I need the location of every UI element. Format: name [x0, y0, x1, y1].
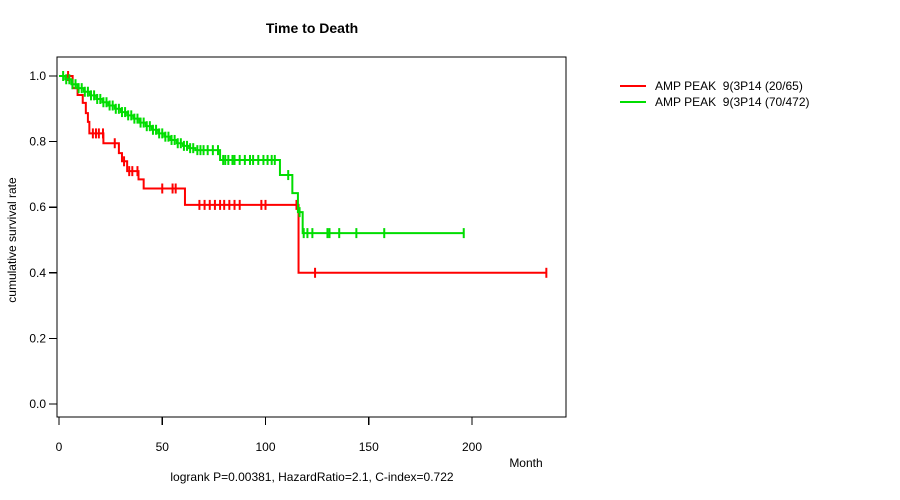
- y-axis-title: cumulative survival rate: [5, 177, 19, 303]
- y-tick-label: 0.2: [29, 331, 46, 345]
- x-tick-label: 50: [156, 440, 170, 454]
- legend-row-0: AMP PEAK 9(3P14 (20/65): [620, 78, 810, 94]
- survival-curve-0: [59, 75, 547, 274]
- x-tick-label: 200: [462, 440, 482, 454]
- legend-label: AMP PEAK 9(3P14 (70/472): [655, 95, 810, 109]
- survival-curve-1: [59, 75, 464, 235]
- legend-label: AMP PEAK 9(3P14 (20/65): [655, 79, 803, 93]
- x-tick-label: 100: [255, 440, 275, 454]
- y-tick-label: 0.0: [29, 397, 46, 411]
- legend-line-swatch: [620, 85, 646, 87]
- x-axis-title: Month: [509, 456, 543, 470]
- legend-row-1: AMP PEAK 9(3P14 (70/472): [620, 94, 810, 110]
- plot-box: [56, 56, 567, 418]
- legend: AMP PEAK 9(3P14 (20/65) AMP PEAK 9(3P14 (…: [620, 78, 810, 110]
- chart-title: Time to Death: [265, 20, 359, 36]
- y-tick-label: 1.0: [29, 69, 46, 83]
- legend-line-swatch: [620, 101, 646, 103]
- x-tick-label: 0: [56, 440, 63, 454]
- y-tick-label: 0.8: [29, 135, 46, 149]
- y-tick-label: 0.6: [29, 200, 46, 214]
- statistics-annotation: logrank P=0.00381, HazardRatio=2.1, C-in…: [170, 470, 454, 484]
- y-tick-label: 0.4: [29, 266, 46, 280]
- x-tick-label: 150: [359, 440, 379, 454]
